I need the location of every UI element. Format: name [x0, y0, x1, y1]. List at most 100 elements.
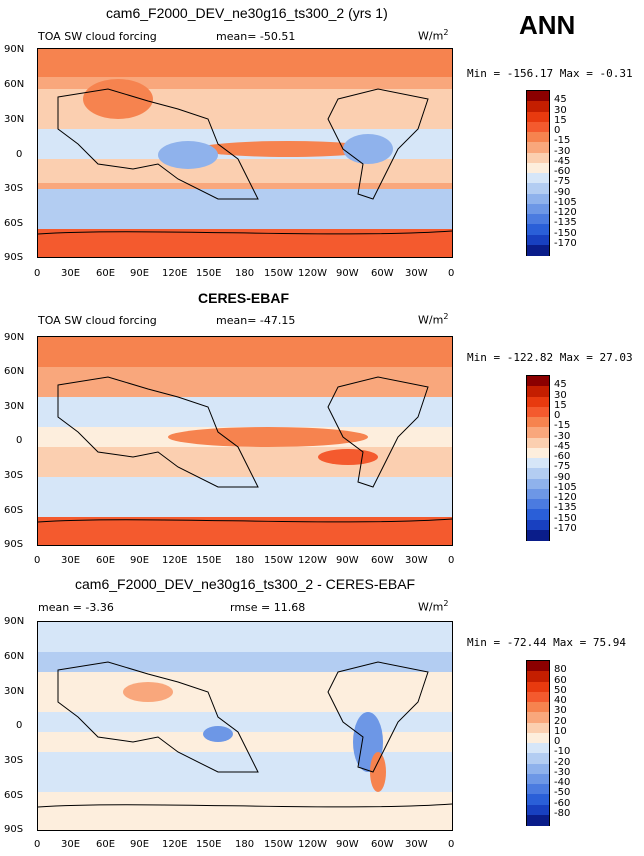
- colorbar-level-label: -60: [554, 166, 571, 177]
- panel-1-lon-tick-8: 120W: [298, 268, 327, 279]
- colorbar-box: [527, 193, 549, 205]
- colorbar-level-label: -105: [554, 481, 577, 493]
- panel-1-lat-tick-2: 30N: [4, 114, 25, 125]
- panel-1-lon-tick-4: 120E: [162, 268, 188, 279]
- panel-2-lon-tick-7: 150W: [264, 555, 293, 566]
- panel-3-lon-tick-12: 0: [448, 839, 455, 850]
- colorbar-level-label: -50: [554, 787, 571, 799]
- colorbar-box: [527, 417, 549, 428]
- colorbar-box: [527, 386, 549, 397]
- colorbar-level-label: 45: [554, 379, 567, 391]
- colorbar-level-label: -15: [554, 135, 571, 147]
- colorbar-level-label: 80: [554, 664, 567, 676]
- colorbar-level-label: -90: [554, 471, 571, 483]
- colorbar-box: [527, 152, 549, 164]
- colorbar-box: [527, 712, 549, 723]
- colorbar-box: [527, 173, 549, 184]
- panel-2-variable-label: TOA SW cloud forcing: [38, 314, 157, 327]
- colorbar-level-label: 50: [554, 684, 567, 696]
- colorbar-box: [527, 671, 549, 682]
- colorbar-level-label: -150: [554, 512, 577, 524]
- colorbar-level-label: -15: [554, 420, 571, 432]
- colorbar-box: [527, 142, 549, 153]
- colorbar-box: [527, 214, 549, 225]
- panel-1-lon-tick-6: 180: [235, 268, 255, 279]
- colorbar-level-label: -75: [554, 461, 571, 473]
- panel-3-lat-tick-4: 30S: [4, 755, 24, 766]
- colorbar-level-label: 0: [554, 736, 561, 747]
- panel-3-lat-tick-6: 90S: [4, 824, 24, 835]
- colorbar-level-label: -75: [554, 176, 571, 188]
- panel-1-lat-tick-5: 60S: [4, 218, 24, 229]
- panel-3-minmax: Min = -72.44 Max = 75.94: [467, 636, 626, 649]
- panel-1-minmax: Min = -156.17 Max = -0.31: [467, 67, 633, 80]
- colorbar-box: [527, 763, 549, 775]
- colorbar-box: [527, 132, 549, 143]
- panel-2-lon-tick-10: 60W: [371, 555, 394, 566]
- panel-3-lon-tick-0: 0: [34, 839, 41, 850]
- panel-3-lon-tick-5: 150E: [196, 839, 222, 850]
- colorbar-level-label: 45: [554, 94, 567, 106]
- colorbar-level-label: -45: [554, 440, 571, 452]
- panel-2-lon-tick-2: 60E: [96, 555, 116, 566]
- panel-1-lon-tick-5: 150E: [196, 268, 222, 279]
- colorbar-level-label: -40: [554, 777, 571, 788]
- colorbar-box: [527, 376, 549, 387]
- colorbar-level-label: 60: [554, 674, 567, 686]
- panel-1-lon-tick-10: 60W: [371, 268, 394, 279]
- colorbar-box: [527, 162, 549, 174]
- colorbar-box: [527, 224, 549, 235]
- colorbar-level-label: -60: [554, 451, 571, 462]
- panel-2-lon-tick-12: 0: [448, 555, 455, 566]
- panel-2-lat-tick-5: 60S: [4, 505, 24, 516]
- colorbar-box: [527, 427, 549, 438]
- colorbar-box: [527, 111, 549, 123]
- panel-1-lon-tick-9: 90W: [336, 268, 359, 279]
- colorbar-level-label: -170: [554, 522, 577, 534]
- colorbar-box: [527, 244, 549, 256]
- colorbar-level-label: 0: [554, 125, 561, 136]
- panel-1-field: [38, 49, 452, 257]
- colorbar-level-label: -90: [554, 186, 571, 198]
- colorbar-level-label: 40: [554, 695, 567, 706]
- panel-3-lat-tick-3: 0: [16, 720, 23, 731]
- colorbar-box: [527, 406, 549, 418]
- panel-1-lon-tick-11: 30W: [405, 268, 428, 279]
- colorbar-box: [527, 447, 549, 459]
- colorbar-box: [527, 519, 549, 531]
- colorbar-box: [527, 101, 549, 112]
- panel-2-lat-tick-4: 30S: [4, 470, 24, 481]
- colorbar-box: [527, 183, 549, 194]
- colorbar-box: [527, 499, 549, 510]
- colorbar-level-label: -30: [554, 766, 571, 778]
- colorbar-box: [527, 529, 549, 541]
- panel-3-mean-label: mean = -3.36: [38, 601, 114, 614]
- colorbar-box: [527, 203, 549, 215]
- panel-1-lon-tick-12: 0: [448, 268, 455, 279]
- colorbar-box: [527, 458, 549, 469]
- colorbar-box: [527, 722, 549, 734]
- colorbar-box: [527, 468, 549, 479]
- colorbar-level-label: -135: [554, 217, 577, 229]
- colorbar-level-label: -45: [554, 155, 571, 167]
- colorbar-box: [527, 91, 549, 102]
- panel-3-lon-tick-2: 60E: [96, 839, 116, 850]
- colorbar-box: [527, 121, 549, 133]
- panel-2-lon-tick-11: 30W: [405, 555, 428, 566]
- panel-2-minmax: Min = -122.82 Max = 27.03: [467, 351, 633, 364]
- colorbar-level-label: -150: [554, 227, 577, 239]
- colorbar-box: [527, 478, 549, 490]
- colorbar-box: [527, 784, 549, 795]
- panel-1-lon-tick-1: 30E: [61, 268, 81, 279]
- colorbar-level-label: -60: [554, 797, 571, 809]
- colorbar-level-label: 30: [554, 389, 567, 401]
- panel-1-lat-tick-6: 90S: [4, 252, 24, 263]
- panel-3-lat-tick-5: 60S: [4, 790, 24, 801]
- panel-1-units: W/m2: [418, 28, 449, 43]
- panel-3-lat-tick-0: 90N: [4, 616, 25, 627]
- panel-2-lon-tick-3: 90E: [130, 555, 150, 566]
- colorbar-level-label: 0: [554, 410, 561, 421]
- panel-2-lon-tick-6: 180: [235, 555, 255, 566]
- colorbar-level-label: 15: [554, 114, 567, 126]
- colorbar-level-label: -120: [554, 492, 577, 503]
